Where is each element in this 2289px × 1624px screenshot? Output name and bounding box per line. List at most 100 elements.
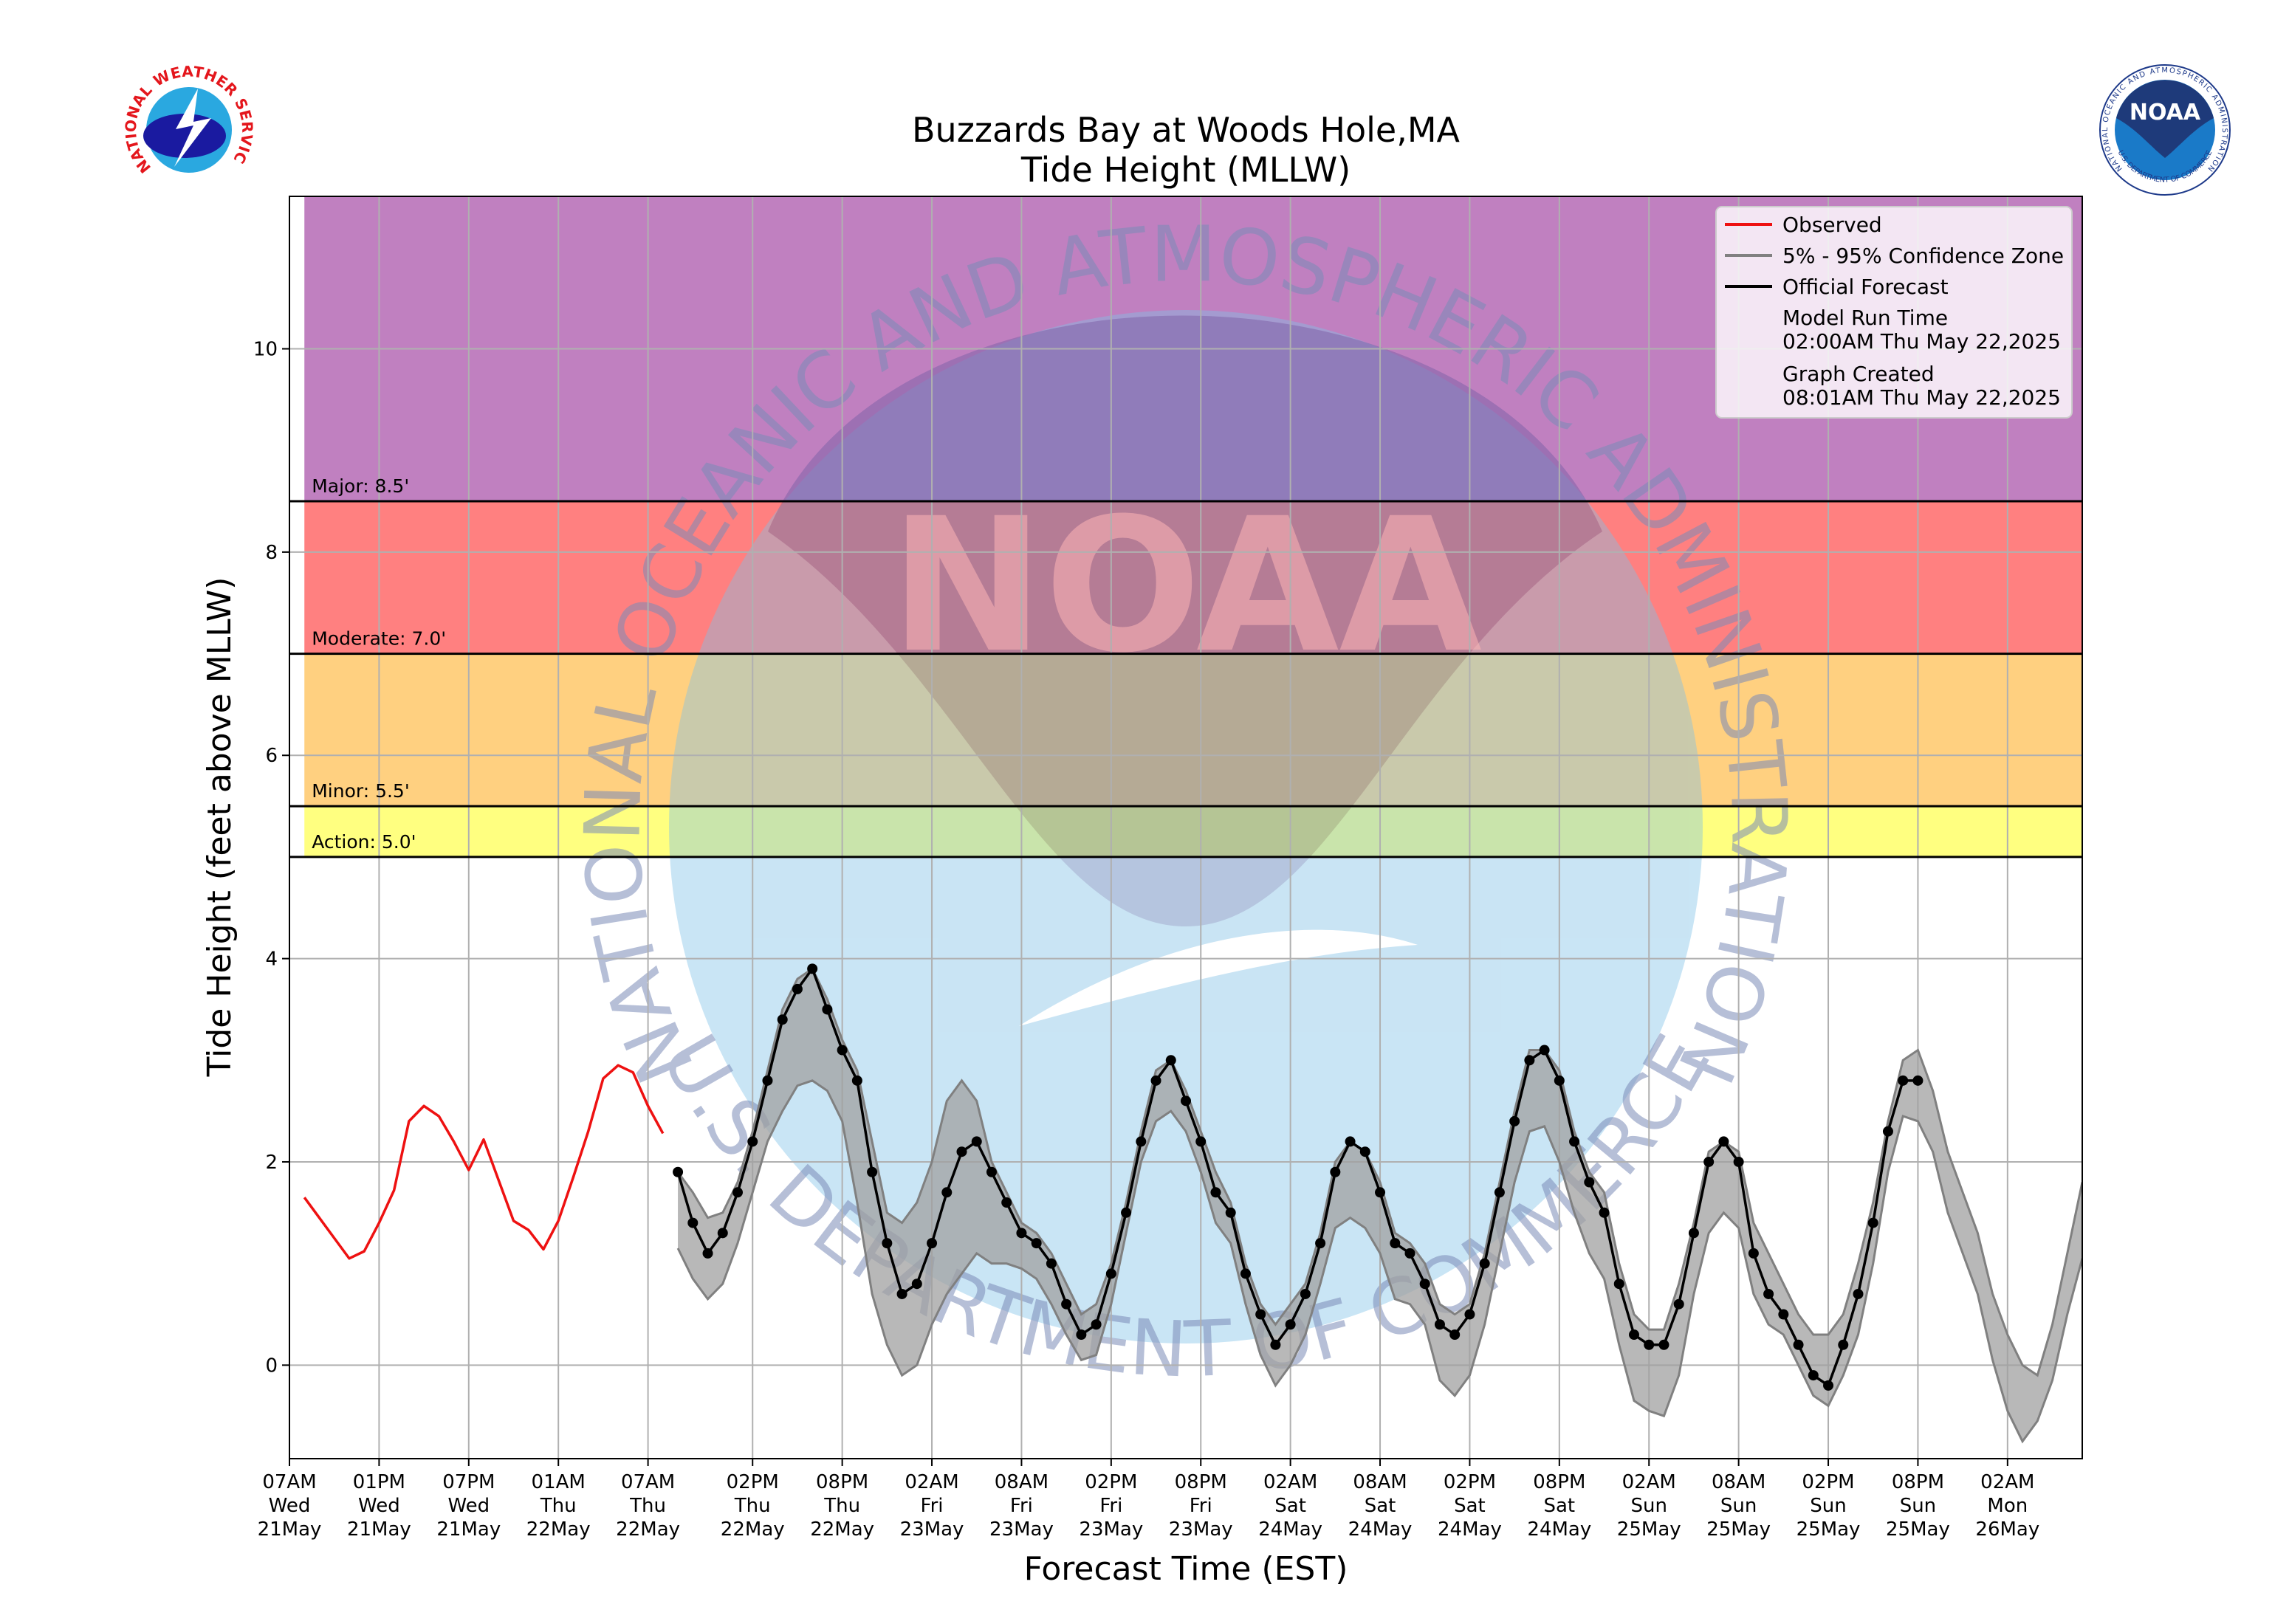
forecast-point xyxy=(1748,1248,1759,1259)
forecast-point xyxy=(1330,1166,1341,1177)
forecast-point xyxy=(1763,1288,1774,1299)
forecast-point xyxy=(1105,1268,1116,1279)
forecast-point xyxy=(1898,1075,1909,1086)
forecast-point xyxy=(732,1187,743,1198)
forecast-point xyxy=(1016,1228,1027,1239)
forecast-point xyxy=(717,1228,728,1239)
y-tick-label: 10 xyxy=(253,339,278,361)
forecast-point xyxy=(687,1217,699,1228)
forecast-point xyxy=(1375,1187,1386,1198)
forecast-point xyxy=(986,1166,997,1177)
forecast-point xyxy=(747,1136,758,1147)
forecast-point xyxy=(822,1004,833,1015)
x-tick-label: 07PM Wed 21May xyxy=(436,1471,501,1541)
forecast-point xyxy=(792,983,803,994)
x-tick-label: 08AM Fri 23May xyxy=(989,1471,1054,1541)
forecast-point xyxy=(1718,1136,1729,1147)
chart-title: Buzzards Bay at Woods Hole,MA xyxy=(912,110,1461,150)
noaa-logo: NOAA NATIONAL OCEANIC AND ATMOSPHERIC AD… xyxy=(2099,64,2231,196)
x-tick-label: 02AM Sat 24May xyxy=(1258,1471,1323,1541)
nws-logo-bolt xyxy=(174,89,211,167)
forecast-point xyxy=(1359,1146,1370,1157)
y-tick-label: 2 xyxy=(265,1152,278,1174)
forecast-point xyxy=(1136,1136,1147,1147)
x-tick-label: 02PM Sat 24May xyxy=(1438,1471,1502,1541)
forecast-point xyxy=(927,1238,938,1249)
forecast-point xyxy=(1210,1187,1221,1198)
threshold-label: Moderate: 7.0' xyxy=(312,628,446,650)
forecast-point xyxy=(807,963,818,974)
forecast-point xyxy=(1419,1279,1430,1290)
forecast-point xyxy=(1793,1339,1804,1350)
x-tick-label: 02AM Sun 25May xyxy=(1616,1471,1681,1541)
x-tick-label: 08PM Thu 22May xyxy=(810,1471,875,1541)
forecast-point xyxy=(867,1166,878,1177)
chart-subtitle: Tide Height (MLLW) xyxy=(1020,150,1351,190)
forecast-point xyxy=(1733,1156,1744,1167)
x-tick-label: 02AM Mon 26May xyxy=(1975,1471,2040,1541)
data-layer xyxy=(303,963,2082,1444)
legend-label: 5% - 95% Confidence Zone xyxy=(1782,244,2064,268)
forecast-point xyxy=(1524,1055,1535,1066)
forecast-point xyxy=(1464,1309,1475,1320)
forecast-point xyxy=(777,1014,788,1025)
forecast-point xyxy=(1285,1319,1296,1330)
y-tick-label: 4 xyxy=(265,949,278,971)
x-tick-label: 07AM Wed 21May xyxy=(257,1471,322,1541)
series-line xyxy=(303,1064,665,1260)
x-tick-label: 08PM Sun 25May xyxy=(1886,1471,1950,1541)
legend: Observed 5% - 95% Confidence Zone Official… xyxy=(1715,206,2073,419)
forecast-point xyxy=(971,1136,982,1147)
forecast-point xyxy=(1270,1339,1281,1350)
forecast-point xyxy=(1599,1207,1610,1218)
forecast-point xyxy=(896,1288,907,1299)
forecast-point xyxy=(702,1248,713,1259)
watermark-gull xyxy=(1019,929,1418,1026)
y-axis-label: Tide Height (feet above MLLW) xyxy=(201,577,238,1078)
forecast-point xyxy=(1240,1268,1251,1279)
threshold-label: Action: 5.0' xyxy=(312,831,416,853)
forecast-point xyxy=(1778,1309,1789,1320)
x-tick-label: 02AM Fri 23May xyxy=(899,1471,964,1541)
forecast-point xyxy=(1434,1319,1445,1330)
forecast-point xyxy=(1808,1370,1819,1381)
forecast-point xyxy=(1345,1136,1356,1147)
threshold-label: Minor: 5.5' xyxy=(312,780,410,802)
forecast-point xyxy=(1121,1207,1132,1218)
axes: 0 2 4 6 8 10 xyxy=(253,339,2008,1466)
legend-note-label: Graph Created xyxy=(1782,362,1935,386)
forecast-point xyxy=(1882,1126,1893,1137)
forecast-point xyxy=(1584,1177,1595,1188)
forecast-point xyxy=(1673,1298,1684,1310)
y-tick-label: 8 xyxy=(265,542,278,564)
noaa-logo-top xyxy=(2116,80,2214,158)
x-tick-label: 08PM Sat 24May xyxy=(1527,1471,1592,1541)
x-tick-label: 02PM Thu 22May xyxy=(720,1471,785,1541)
forecast-point xyxy=(1509,1115,1520,1126)
watermark: NOAA xyxy=(669,310,1703,1343)
forecast-point xyxy=(1061,1298,1072,1310)
forecast-point xyxy=(762,1075,773,1086)
legend-box xyxy=(1715,206,2073,419)
threshold-band xyxy=(304,806,2082,857)
threshold-band xyxy=(304,653,2082,807)
x-tick-label: 08PM Fri 23May xyxy=(1168,1471,1233,1541)
watermark-disc xyxy=(669,310,1703,1343)
confidence-band xyxy=(678,968,2082,1442)
x-tick-label: 07AM Thu 22May xyxy=(616,1471,681,1541)
x-tick-label: 08AM Sat 24May xyxy=(1348,1471,1413,1541)
forecast-point xyxy=(837,1045,848,1056)
forecast-point xyxy=(1255,1309,1266,1320)
forecast-point xyxy=(941,1187,953,1198)
forecast-point xyxy=(956,1146,967,1157)
watermark-center: NOAA xyxy=(890,478,1482,693)
forecast-point xyxy=(1867,1217,1878,1228)
forecast-point xyxy=(1181,1095,1191,1107)
legend-note-value: 02:00AM Thu May 22,2025 xyxy=(1782,329,2061,354)
forecast-point xyxy=(1912,1075,1923,1086)
forecast-point xyxy=(1853,1288,1864,1299)
forecast-point xyxy=(1613,1279,1624,1290)
forecast-point xyxy=(1838,1339,1849,1350)
forecast-point xyxy=(851,1075,862,1086)
forecast-point xyxy=(1031,1238,1042,1249)
